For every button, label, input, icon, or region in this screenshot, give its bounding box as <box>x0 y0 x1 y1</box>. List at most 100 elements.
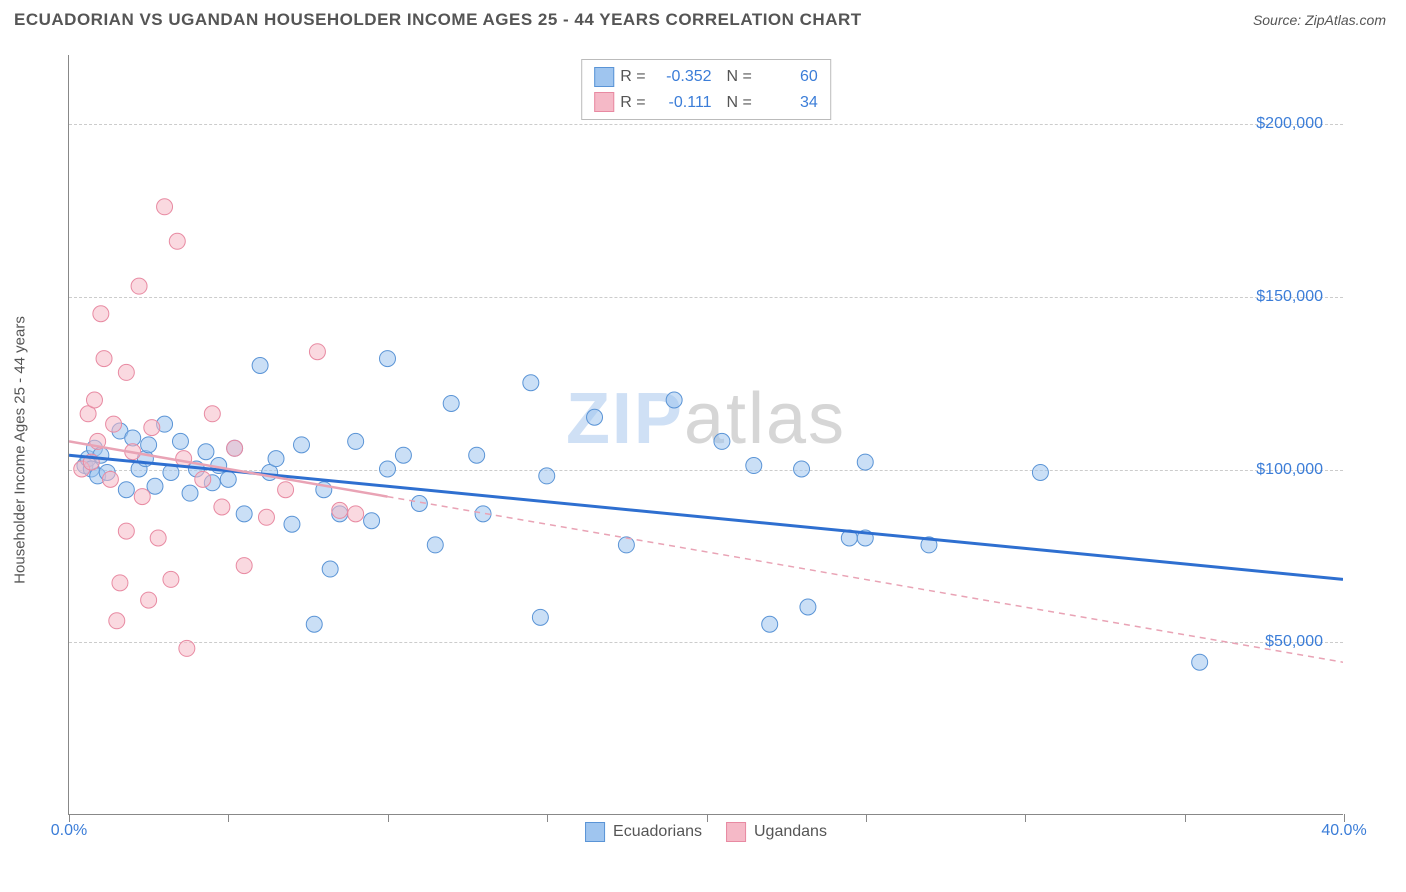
legend-row-ecuadorians: R = -0.352 N = 60 <box>594 64 818 90</box>
scatter-point <box>134 489 150 505</box>
scatter-point <box>268 451 284 467</box>
scatter-point <box>182 485 198 501</box>
scatter-point <box>309 344 325 360</box>
scatter-point <box>118 523 134 539</box>
scatter-point <box>195 471 211 487</box>
scatter-point <box>204 406 220 422</box>
scatter-point <box>150 530 166 546</box>
swatch-ugandans <box>594 92 614 112</box>
legend-item-ugandans: Ugandans <box>726 822 827 842</box>
scatter-point <box>157 199 173 215</box>
legend-label-ecuadorians: Ecuadorians <box>613 823 702 841</box>
legend-row-ugandans: R = -0.111 N = 34 <box>594 90 818 116</box>
legend-label-ugandans: Ugandans <box>754 823 827 841</box>
scatter-point <box>746 458 762 474</box>
scatter-point <box>380 351 396 367</box>
r-value-ugandans: -0.111 <box>652 90 712 116</box>
scatter-point <box>322 561 338 577</box>
x-tick-label: 40.0% <box>1321 822 1366 840</box>
scatter-point <box>284 516 300 532</box>
scatter-point <box>141 592 157 608</box>
scatter-point <box>179 640 195 656</box>
scatter-point <box>587 409 603 425</box>
legend-series: Ecuadorians Ugandans <box>585 822 827 842</box>
x-tick <box>69 814 70 822</box>
n-value-ecuadorians: 60 <box>758 64 818 90</box>
scatter-point <box>163 571 179 587</box>
scatter-point <box>112 575 128 591</box>
scatter-point <box>109 613 125 629</box>
scatter-point <box>348 433 364 449</box>
swatch-bottom-ecuadorians <box>585 822 605 842</box>
scatter-point <box>469 447 485 463</box>
scatter-svg <box>69 55 1343 814</box>
trend-line-dashed <box>388 497 1344 663</box>
scatter-point <box>523 375 539 391</box>
scatter-point <box>198 444 214 460</box>
x-tick <box>866 814 867 822</box>
x-tick-label: 0.0% <box>51 822 87 840</box>
scatter-point <box>294 437 310 453</box>
legend-correlation: R = -0.352 N = 60 R = -0.111 N = 34 <box>581 59 831 120</box>
x-tick <box>1025 814 1026 822</box>
scatter-point <box>666 392 682 408</box>
scatter-point <box>348 506 364 522</box>
x-tick <box>228 814 229 822</box>
scatter-point <box>131 278 147 294</box>
scatter-point <box>800 599 816 615</box>
scatter-point <box>141 437 157 453</box>
scatter-point <box>364 513 380 529</box>
chart-source: Source: ZipAtlas.com <box>1253 12 1386 28</box>
scatter-point <box>794 461 810 477</box>
scatter-point <box>86 392 102 408</box>
scatter-point <box>380 461 396 477</box>
swatch-bottom-ugandans <box>726 822 746 842</box>
scatter-point <box>96 351 112 367</box>
scatter-point <box>214 499 230 515</box>
scatter-point <box>332 502 348 518</box>
scatter-point <box>1032 464 1048 480</box>
y-axis-label: Householder Income Ages 25 - 44 years <box>12 316 29 584</box>
scatter-point <box>539 468 555 484</box>
scatter-point <box>147 478 163 494</box>
x-tick <box>547 814 548 822</box>
scatter-point <box>762 616 778 632</box>
swatch-ecuadorians <box>594 67 614 87</box>
scatter-point <box>176 451 192 467</box>
x-tick <box>1344 814 1345 822</box>
scatter-point <box>118 482 134 498</box>
scatter-point <box>714 433 730 449</box>
scatter-point <box>258 509 274 525</box>
n-value-ugandans: 34 <box>758 90 818 116</box>
scatter-point <box>227 440 243 456</box>
plot-area: ZIPatlas R = -0.352 N = 60 R = -0.111 N … <box>68 55 1343 815</box>
scatter-point <box>395 447 411 463</box>
chart-container: Householder Income Ages 25 - 44 years ZI… <box>50 55 1390 845</box>
scatter-point <box>857 454 873 470</box>
legend-item-ecuadorians: Ecuadorians <box>585 822 702 842</box>
scatter-point <box>106 416 122 432</box>
scatter-point <box>144 420 160 436</box>
x-tick <box>1185 814 1186 822</box>
x-tick <box>388 814 389 822</box>
scatter-point <box>532 609 548 625</box>
scatter-point <box>252 358 268 374</box>
scatter-point <box>236 506 252 522</box>
x-tick <box>707 814 708 822</box>
scatter-point <box>93 306 109 322</box>
scatter-point <box>618 537 634 553</box>
chart-title: ECUADORIAN VS UGANDAN HOUSEHOLDER INCOME… <box>14 10 862 30</box>
chart-header: ECUADORIAN VS UGANDAN HOUSEHOLDER INCOME… <box>0 0 1406 35</box>
scatter-point <box>278 482 294 498</box>
scatter-point <box>306 616 322 632</box>
scatter-point <box>169 233 185 249</box>
scatter-point <box>172 433 188 449</box>
scatter-point <box>102 471 118 487</box>
scatter-point <box>220 471 236 487</box>
scatter-point <box>118 364 134 380</box>
scatter-point <box>236 558 252 574</box>
scatter-point <box>427 537 443 553</box>
scatter-point <box>1192 654 1208 670</box>
r-value-ecuadorians: -0.352 <box>652 64 712 90</box>
scatter-point <box>443 395 459 411</box>
